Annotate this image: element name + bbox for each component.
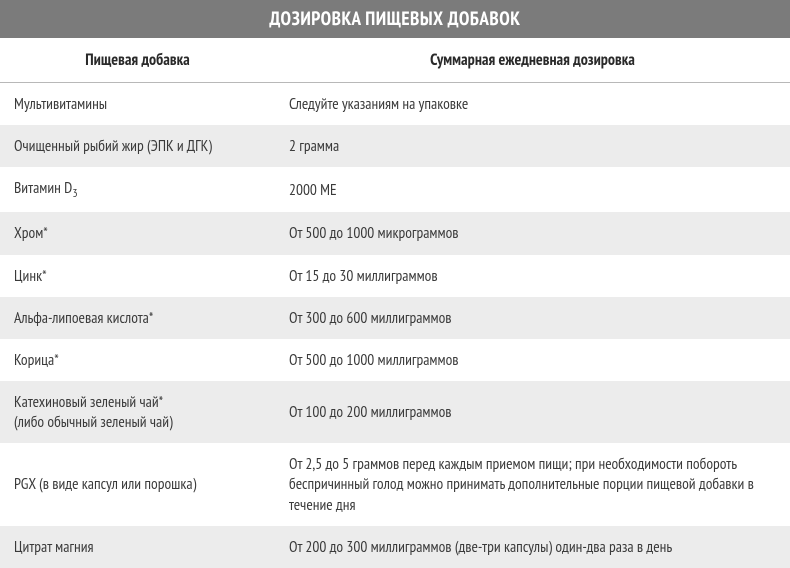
cell-supplement: Альфа-липоевая кислота* (0, 297, 275, 339)
cell-dosage: 2000 МЕ (275, 167, 790, 212)
cell-supplement: Катехиновый зеленый чай*(либо обычный зе… (0, 381, 275, 443)
cell-dosage: От 500 до 1000 миллиграммов (275, 339, 790, 381)
header-row: Пищевая добавка Суммарная ежедневная доз… (0, 38, 790, 83)
cell-supplement: Мультивитамины (0, 83, 275, 126)
table-row: Катехиновый зеленый чай*(либо обычный зе… (0, 381, 790, 443)
title-row: ДОЗИРОВКА ПИЩЕВЫХ ДОБАВОК (0, 0, 790, 38)
table-row: Очищенный рыбий жир (ЭПК и ДГК)2 грамма (0, 125, 790, 167)
table-row: Витамин D32000 МЕ (0, 167, 790, 212)
cell-supplement: Цитрат магния (0, 526, 275, 568)
cell-dosage: От 300 до 600 миллиграммов (275, 297, 790, 339)
table-row: Корица*От 500 до 1000 миллиграммов (0, 339, 790, 381)
cell-supplement: Цинк* (0, 255, 275, 297)
cell-supplement: PGX (в виде капсул или порошка) (0, 443, 275, 525)
supplement-dosage-table: ДОЗИРОВКА ПИЩЕВЫХ ДОБАВОК Пищевая добавк… (0, 0, 790, 568)
table-row: МультивитаминыСледуйте указаниям на упак… (0, 83, 790, 126)
cell-dosage: От 15 до 30 миллиграммов (275, 255, 790, 297)
cell-dosage: Следуйте указаниям на упаковке (275, 83, 790, 126)
cell-dosage: От 500 до 1000 микрограммов (275, 212, 790, 254)
table-row: PGX (в виде капсул или порошка)От 2,5 до… (0, 443, 790, 525)
table-body: МультивитаминыСледуйте указаниям на упак… (0, 83, 790, 568)
table-title: ДОЗИРОВКА ПИЩЕВЫХ ДОБАВОК (0, 0, 790, 38)
column-header-supplement: Пищевая добавка (0, 38, 275, 83)
cell-supplement: Витамин D3 (0, 167, 275, 212)
table-row: Цинк*От 15 до 30 миллиграммов (0, 255, 790, 297)
column-header-dosage: Суммарная ежедневная дозировка (275, 38, 790, 83)
table-row: Цитрат магнияОт 200 до 300 миллиграммов … (0, 526, 790, 568)
cell-dosage: От 2,5 до 5 граммов перед каждым приемом… (275, 443, 790, 525)
cell-dosage: 2 грамма (275, 125, 790, 167)
cell-supplement: Корица* (0, 339, 275, 381)
cell-supplement: Очищенный рыбий жир (ЭПК и ДГК) (0, 125, 275, 167)
cell-dosage: От 100 до 200 миллиграммов (275, 381, 790, 443)
cell-supplement: Хром* (0, 212, 275, 254)
table-row: Хром*От 500 до 1000 микрограммов (0, 212, 790, 254)
table-row: Альфа-липоевая кислота*От 300 до 600 мил… (0, 297, 790, 339)
cell-dosage: От 200 до 300 миллиграммов (две-три капс… (275, 526, 790, 568)
